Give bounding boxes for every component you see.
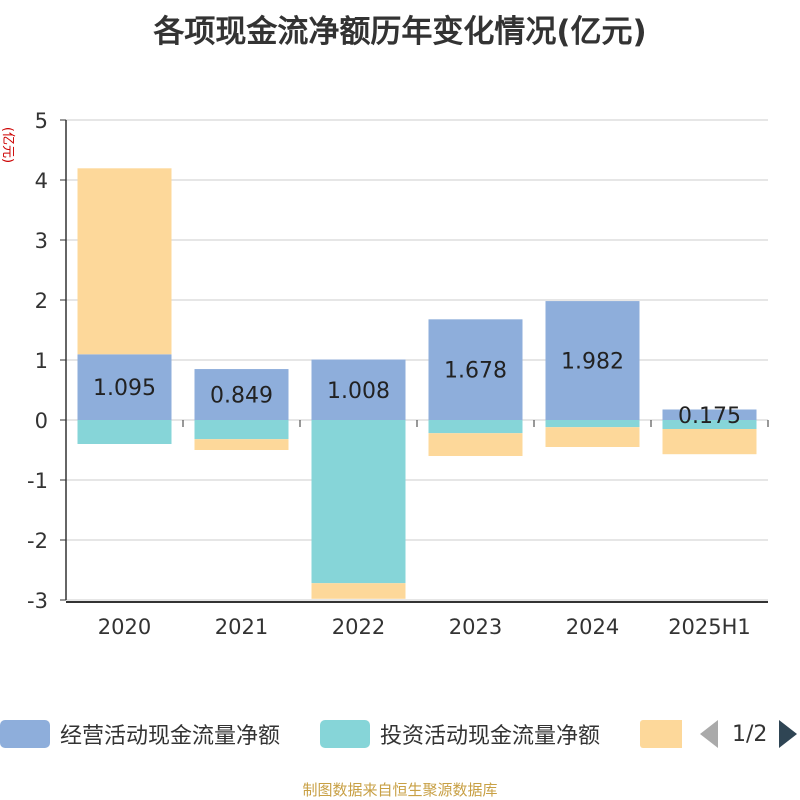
x-tick-label-2023: 2023 (449, 615, 502, 639)
x-tick-label-2024: 2024 (566, 615, 619, 639)
x-tick-label-2021: 2021 (215, 615, 268, 639)
y-tick-label: 1 (35, 349, 48, 373)
bar-operating-2020 (77, 354, 172, 420)
bar-operating-2024 (545, 301, 640, 420)
y-tick-label: 2 (35, 289, 48, 313)
data-label-2024: 1.982 (561, 350, 624, 375)
source-note: 制图数据来自恒生聚源数据库 (302, 781, 498, 799)
data-label-2021: 0.849 (210, 384, 273, 409)
pager-next-icon[interactable] (779, 720, 798, 748)
y-tick-label: 5 (35, 109, 48, 133)
y-tick-label: -2 (27, 529, 48, 553)
bar-third-2020 (77, 168, 172, 355)
data-label-2025H1: 0.175 (678, 404, 741, 429)
bar-operating-2021 (194, 369, 289, 420)
bar-investing-2024 (545, 420, 640, 428)
legend: 经营活动现金流量净额 投资活动现金流量净额 1/2 (0, 716, 800, 752)
bar-third-2021 (194, 439, 289, 450)
legend-item-third[interactable] (640, 716, 682, 752)
data-label-2020: 1.095 (93, 376, 156, 401)
data-label-2022: 1.008 (327, 379, 390, 404)
bar-investing-2021 (194, 420, 289, 440)
bar-chart: 5 4 3 2 1 0 -1 -2 -3 (亿元) 1.095 0.849 1.008 1.678 1.98… (0, 109, 769, 639)
data-label-2023: 1.678 (444, 359, 507, 384)
bar-investing-2022 (311, 420, 406, 584)
bar-third-2022 (311, 583, 406, 599)
y-tick-label: 3 (35, 229, 48, 253)
legend-swatch-third (640, 720, 682, 748)
bar-operating-2025H1 (662, 409, 757, 420)
y-unit-label: (亿元) (0, 127, 15, 163)
pager-prev-icon[interactable] (700, 720, 718, 748)
y-tick-label: -3 (27, 589, 48, 613)
x-tick-label-2020: 2020 (98, 615, 151, 639)
bar-investing-2023 (428, 420, 523, 434)
legend-swatch-investing (320, 720, 370, 748)
legend-label-operating: 经营活动现金流量净额 (60, 724, 281, 749)
legend-pager: 1/2 (700, 716, 798, 752)
bar-third-2025H1 (662, 429, 757, 455)
legend-label-investing: 投资活动现金流量净额 (380, 724, 601, 749)
bar-operating-2023 (428, 319, 523, 420)
legend-item-operating[interactable]: 经营活动现金流量净额 (0, 716, 280, 752)
y-tick-label: 4 (35, 169, 48, 193)
bar-investing-2020 (77, 420, 172, 444)
y-tick-label: -1 (27, 469, 48, 493)
bar-investing-2025H1 (662, 420, 757, 429)
bar-third-2024 (545, 427, 640, 447)
chart-title: 各项现金流净额历年变化情况(亿元) (153, 14, 647, 50)
y-tick-label: 0 (35, 409, 48, 433)
x-tick-label-2025H1: 2025H1 (668, 615, 751, 639)
x-tick-label-2022: 2022 (332, 615, 385, 639)
legend-item-investing[interactable]: 投资活动现金流量净额 (320, 716, 600, 752)
bar-third-2023 (428, 433, 523, 456)
legend-swatch-operating (0, 720, 50, 748)
bar-operating-2022 (311, 359, 406, 420)
pager-text: 1/2 (732, 721, 768, 747)
